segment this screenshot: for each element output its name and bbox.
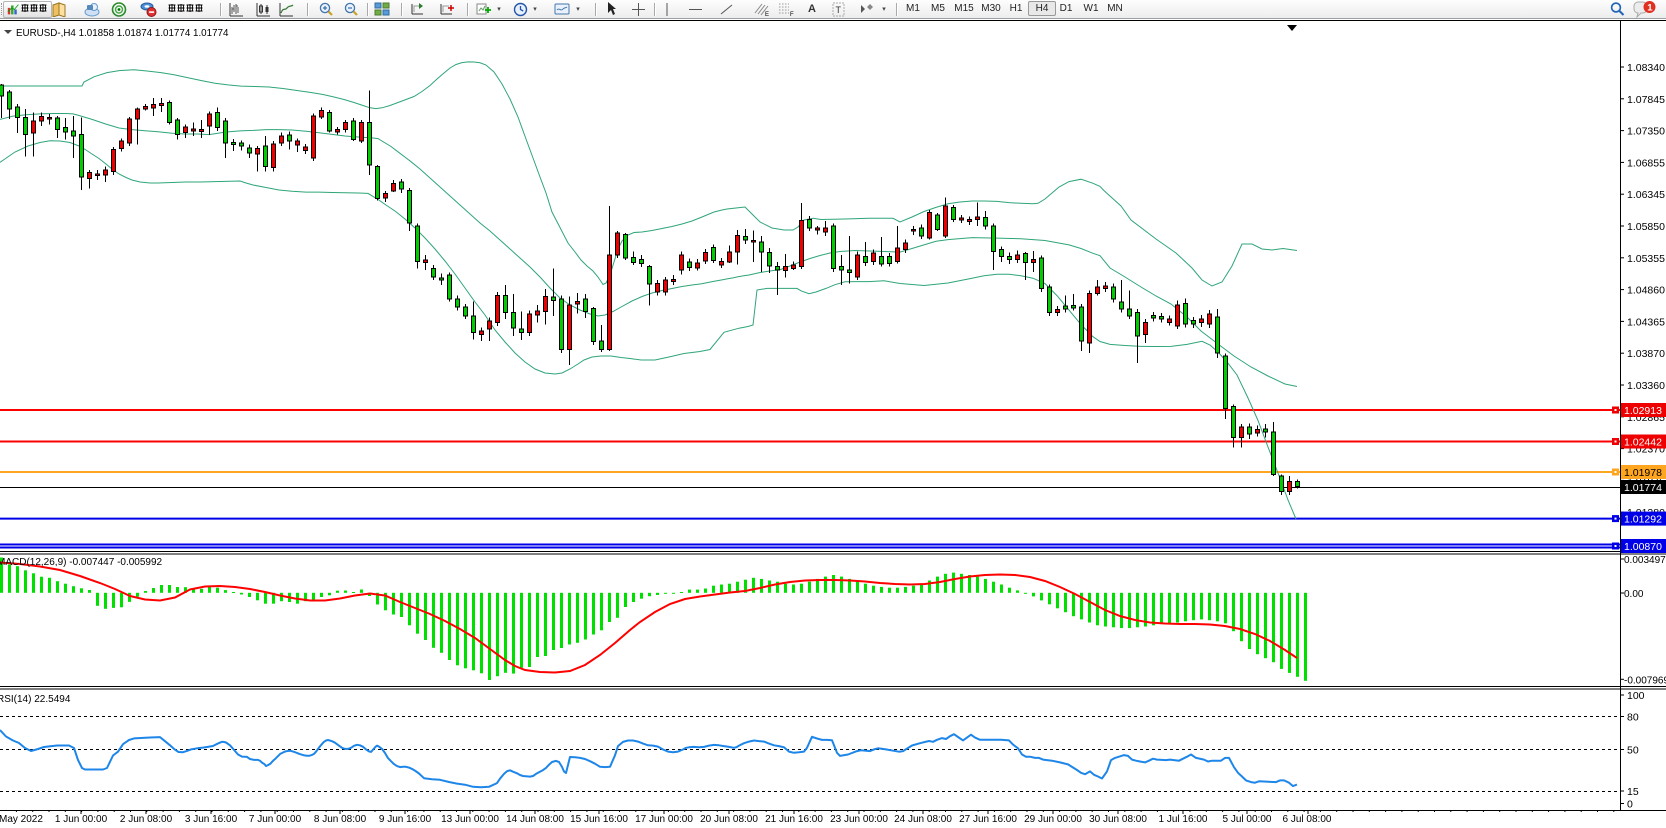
svg-text:50: 50: [1627, 745, 1639, 757]
svg-text:1 Jul 16:00: 1 Jul 16:00: [1159, 814, 1208, 825]
svg-text:30 Jun 08:00: 30 Jun 08:00: [1089, 814, 1147, 825]
svg-text:1.06345: 1.06345: [1627, 189, 1665, 201]
svg-text:1.05355: 1.05355: [1627, 253, 1665, 265]
svg-text:0.00: 0.00: [1624, 589, 1644, 600]
svg-text:T: T: [835, 5, 841, 15]
svg-text:30 May 2022: 30 May 2022: [0, 814, 43, 825]
svg-text:6 Jul 08:00: 6 Jul 08:00: [1283, 814, 1332, 825]
svg-text:1.06855: 1.06855: [1627, 157, 1665, 169]
svg-text:1.02913: 1.02913: [1624, 405, 1662, 417]
svg-text:1.00870: 1.00870: [1624, 541, 1662, 553]
svg-text:21 Jun 16:00: 21 Jun 16:00: [765, 814, 823, 825]
svg-text:1 Jun 00:00: 1 Jun 00:00: [55, 814, 108, 825]
svg-text:1.03870: 1.03870: [1627, 348, 1665, 360]
svg-text:1.03360: 1.03360: [1627, 380, 1665, 392]
svg-text:MACD(12,26,9) -0.007447 -0.005: MACD(12,26,9) -0.007447 -0.005992: [0, 557, 163, 568]
svg-text:24 Jun 08:00: 24 Jun 08:00: [894, 814, 952, 825]
svg-text:0.003497: 0.003497: [1624, 555, 1666, 566]
svg-text:1.08340: 1.08340: [1627, 62, 1665, 74]
svg-text:5 Jul 00:00: 5 Jul 00:00: [1223, 814, 1272, 825]
svg-text:17 Jun 00:00: 17 Jun 00:00: [635, 814, 693, 825]
svg-text:RSI(14) 22.5494: RSI(14) 22.5494: [0, 694, 71, 705]
svg-text:F: F: [790, 12, 794, 17]
svg-text:8 Jun 08:00: 8 Jun 08:00: [314, 814, 367, 825]
svg-text:1.04365: 1.04365: [1627, 316, 1665, 328]
svg-text:E: E: [765, 12, 769, 17]
svg-text:80: 80: [1627, 712, 1639, 724]
svg-text:1: 1: [1647, 2, 1653, 13]
svg-text:23 Jun 00:00: 23 Jun 00:00: [830, 814, 888, 825]
svg-text:13 Jun 00:00: 13 Jun 00:00: [441, 814, 499, 825]
svg-text:1.05850: 1.05850: [1627, 221, 1665, 233]
svg-text:15: 15: [1627, 786, 1639, 798]
svg-text:1.04860: 1.04860: [1627, 285, 1665, 297]
svg-text:7 Jun 00:00: 7 Jun 00:00: [249, 814, 302, 825]
svg-text:1.02442: 1.02442: [1624, 437, 1662, 449]
svg-text:1.01292: 1.01292: [1624, 514, 1662, 526]
svg-text:-0.007969: -0.007969: [1624, 675, 1666, 686]
svg-text:EURUSD-,H4 1.01858 1.01874 1.: EURUSD-,H4 1.01858 1.01874 1.01774 1.017…: [16, 28, 229, 39]
svg-text:1.07350: 1.07350: [1627, 126, 1665, 138]
svg-text:1.07845: 1.07845: [1627, 94, 1665, 106]
svg-text:3 Jun 16:00: 3 Jun 16:00: [185, 814, 238, 825]
svg-text:0: 0: [1627, 799, 1633, 811]
svg-text:20 Jun 08:00: 20 Jun 08:00: [700, 814, 758, 825]
svg-text:15 Jun 16:00: 15 Jun 16:00: [570, 814, 628, 825]
svg-text:100: 100: [1627, 690, 1645, 702]
svg-text:29 Jun 00:00: 29 Jun 00:00: [1024, 814, 1082, 825]
svg-text:1.01774: 1.01774: [1624, 482, 1662, 494]
svg-text:9 Jun 16:00: 9 Jun 16:00: [379, 814, 432, 825]
svg-text:14 Jun 08:00: 14 Jun 08:00: [506, 814, 564, 825]
svg-text:1.01978: 1.01978: [1624, 467, 1662, 479]
svg-text:27 Jun 16:00: 27 Jun 16:00: [959, 814, 1017, 825]
svg-text:2 Jun 08:00: 2 Jun 08:00: [120, 814, 173, 825]
